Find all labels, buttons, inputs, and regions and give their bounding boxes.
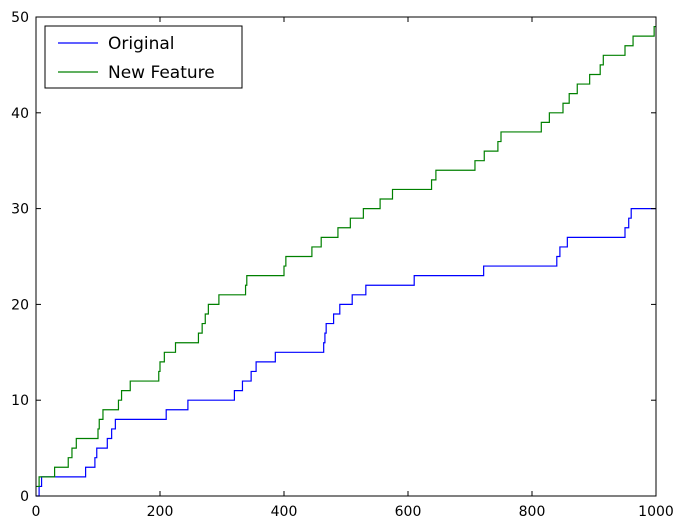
legend-box: [44, 25, 243, 89]
x-tick-label: 1000: [638, 504, 674, 520]
x-tick-label: 800: [519, 504, 546, 520]
legend-label: Original: [108, 34, 175, 54]
legend: Original New Feature: [44, 25, 243, 89]
series-line-0: [36, 208, 656, 497]
x-tick-label: 0: [32, 504, 41, 520]
y-tick-label: 30: [11, 202, 29, 218]
x-tick-label: 400: [271, 504, 298, 520]
y-tick-label: 20: [11, 297, 29, 313]
y-tick-label: 10: [11, 393, 29, 409]
y-tick-label: 0: [20, 489, 29, 505]
x-tick-label: 200: [147, 504, 174, 520]
legend-label: New Feature: [108, 63, 215, 83]
y-tick-label: 40: [11, 106, 29, 122]
y-tick-label: 50: [11, 10, 29, 26]
x-tick-label: 600: [395, 504, 422, 520]
series-layer: [36, 25, 656, 497]
axes-frame: [35, 16, 657, 497]
series-line-1: [36, 25, 656, 488]
tick-layer: 0 200 400 600 800 1000 0 10 20 30 40 50: [11, 10, 674, 520]
